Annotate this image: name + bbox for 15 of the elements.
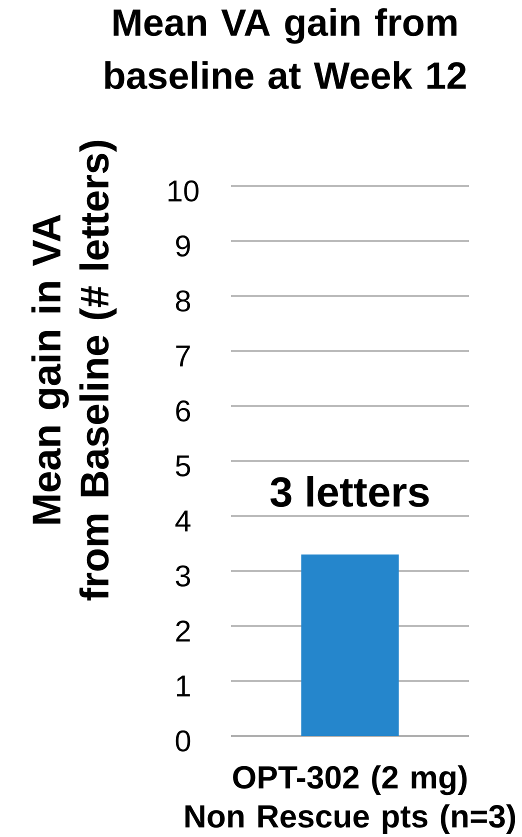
y-tick-label: 6 — [176, 400, 190, 422]
y-tick-label: 7 — [176, 346, 190, 366]
y-tick-label: 2 — [176, 620, 190, 642]
chart-title: Mean VA gain from baseline at Week 12 — [105, 8, 466, 90]
x-tick-label: OPT-302 (2 mg) Non Rescue pts (n=3) — [185, 765, 516, 834]
data-label: 3 letters — [270, 476, 429, 507]
y-tick-label: 8 — [176, 290, 190, 312]
y-tick-label: 3 — [176, 565, 190, 587]
y-tick-label: 0 — [176, 730, 190, 752]
y-tick-label: 5 — [176, 456, 190, 476]
y-tick-label: 4 — [175, 510, 190, 532]
y-tick-label: 9 — [176, 235, 190, 257]
y-axis-title: Mean gain in VA from Baseline (# letters) — [31, 140, 117, 600]
y-tick-label: 10 — [168, 180, 199, 202]
y-tick-label: 1 — [176, 676, 190, 696]
